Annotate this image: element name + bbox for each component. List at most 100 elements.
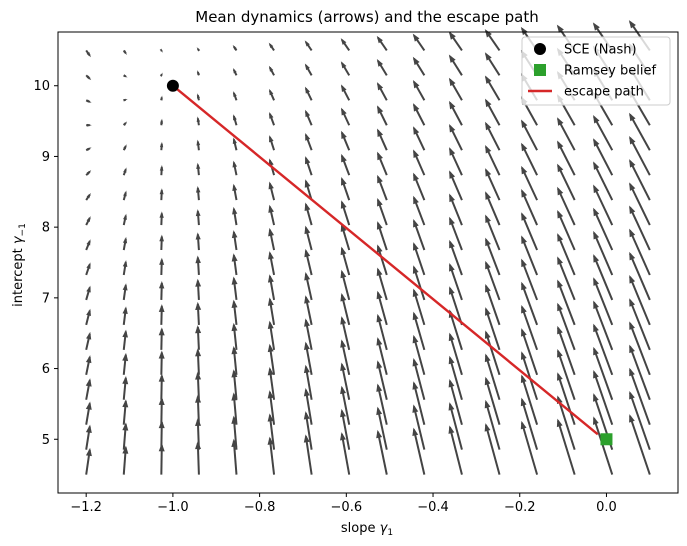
arrow xyxy=(376,337,388,376)
arrow xyxy=(377,105,388,126)
arrow-head xyxy=(521,119,528,129)
arrow-head xyxy=(123,50,127,55)
arrow xyxy=(412,218,426,251)
arrow xyxy=(267,297,276,326)
arrow xyxy=(593,138,614,176)
y-tick-label: 10 xyxy=(33,79,50,94)
arrow xyxy=(196,162,201,176)
arrow xyxy=(196,70,200,76)
arrow-shaft xyxy=(412,313,426,351)
y-axis-label: intercept γ−1 xyxy=(11,223,28,307)
arrow xyxy=(376,59,388,76)
arrow-head xyxy=(557,372,563,381)
arrow-head xyxy=(267,366,274,376)
arrow-head xyxy=(412,242,419,251)
arrow-head xyxy=(86,308,91,317)
arrow-head xyxy=(304,272,311,281)
arrow-shaft xyxy=(593,348,614,401)
arrow xyxy=(268,204,276,226)
arrow xyxy=(340,84,351,101)
arrow-shaft xyxy=(629,137,651,176)
arrow-shaft xyxy=(557,397,576,450)
arrow xyxy=(232,114,238,126)
arrow xyxy=(86,123,92,127)
plot-frame xyxy=(57,31,679,494)
arrow xyxy=(159,257,165,276)
arrow-head xyxy=(449,100,456,110)
arrow xyxy=(593,161,614,201)
arrow xyxy=(122,213,127,226)
arrow xyxy=(448,332,463,376)
arrow-shaft xyxy=(629,276,651,326)
arrow xyxy=(85,239,91,251)
arrow-head xyxy=(629,390,635,400)
arrow-shaft xyxy=(376,385,388,425)
arrow-head xyxy=(593,254,600,263)
arrow-head xyxy=(305,109,311,118)
arrow-head xyxy=(267,274,274,283)
arrow-head xyxy=(377,151,383,161)
arrow xyxy=(448,425,463,475)
arrow-head xyxy=(485,191,492,200)
arrow xyxy=(268,227,276,251)
arrow-shaft xyxy=(557,164,576,201)
arrow-head xyxy=(122,329,128,338)
arrow-head xyxy=(340,316,347,325)
arrow xyxy=(448,309,463,351)
arrow xyxy=(195,325,202,350)
arrow-shaft xyxy=(484,401,501,450)
arrow-head xyxy=(196,93,200,99)
arrow xyxy=(231,322,238,350)
arrow-head xyxy=(122,283,128,291)
arrow xyxy=(304,40,313,51)
arrow xyxy=(484,423,501,475)
arrow xyxy=(412,56,426,76)
arrow-head xyxy=(122,399,129,408)
arrow xyxy=(304,86,313,101)
arrow xyxy=(303,411,313,450)
arrow-shaft xyxy=(268,438,276,475)
arrow xyxy=(629,390,651,450)
arrow-head xyxy=(122,260,128,267)
arrow xyxy=(267,343,276,375)
arrow-shaft xyxy=(448,403,463,450)
arrow-shaft xyxy=(521,399,539,450)
arrow xyxy=(303,387,313,425)
arrow-head xyxy=(449,170,456,179)
arrow-head xyxy=(449,193,455,203)
arrow-head xyxy=(413,149,420,158)
arrow-shaft xyxy=(340,410,351,450)
arrow-shaft xyxy=(448,334,463,376)
arrow-head xyxy=(376,59,384,67)
arrow-head xyxy=(593,393,599,402)
arrow-shaft xyxy=(629,369,651,426)
arrow-head xyxy=(122,376,129,385)
arrow-head xyxy=(484,75,492,84)
arrow xyxy=(557,302,576,351)
arrow-shaft xyxy=(593,255,614,301)
arrow xyxy=(122,376,129,400)
arrow-head xyxy=(448,286,455,295)
arrow xyxy=(85,285,91,301)
arrow-shaft xyxy=(629,230,651,276)
arrow-shaft xyxy=(412,290,426,326)
legend-label: escape path xyxy=(564,85,644,100)
x-tick-label: −0.2 xyxy=(504,500,536,515)
arrow xyxy=(195,348,202,375)
arrow-head xyxy=(448,355,455,365)
arrow xyxy=(85,355,92,375)
arrow-head xyxy=(557,233,564,242)
arrow-head xyxy=(231,230,238,239)
arrow-head xyxy=(448,31,456,40)
arrow-head xyxy=(449,239,455,249)
arrow xyxy=(232,91,238,101)
arrow-head xyxy=(412,404,419,413)
arrow-head xyxy=(232,44,237,50)
arrow xyxy=(158,350,165,375)
arrow-head xyxy=(304,179,311,188)
arrow xyxy=(231,346,238,375)
arrow-head xyxy=(485,283,491,293)
arrow-head xyxy=(85,355,92,364)
arrow-head xyxy=(123,213,127,220)
arrow-head xyxy=(195,348,202,357)
